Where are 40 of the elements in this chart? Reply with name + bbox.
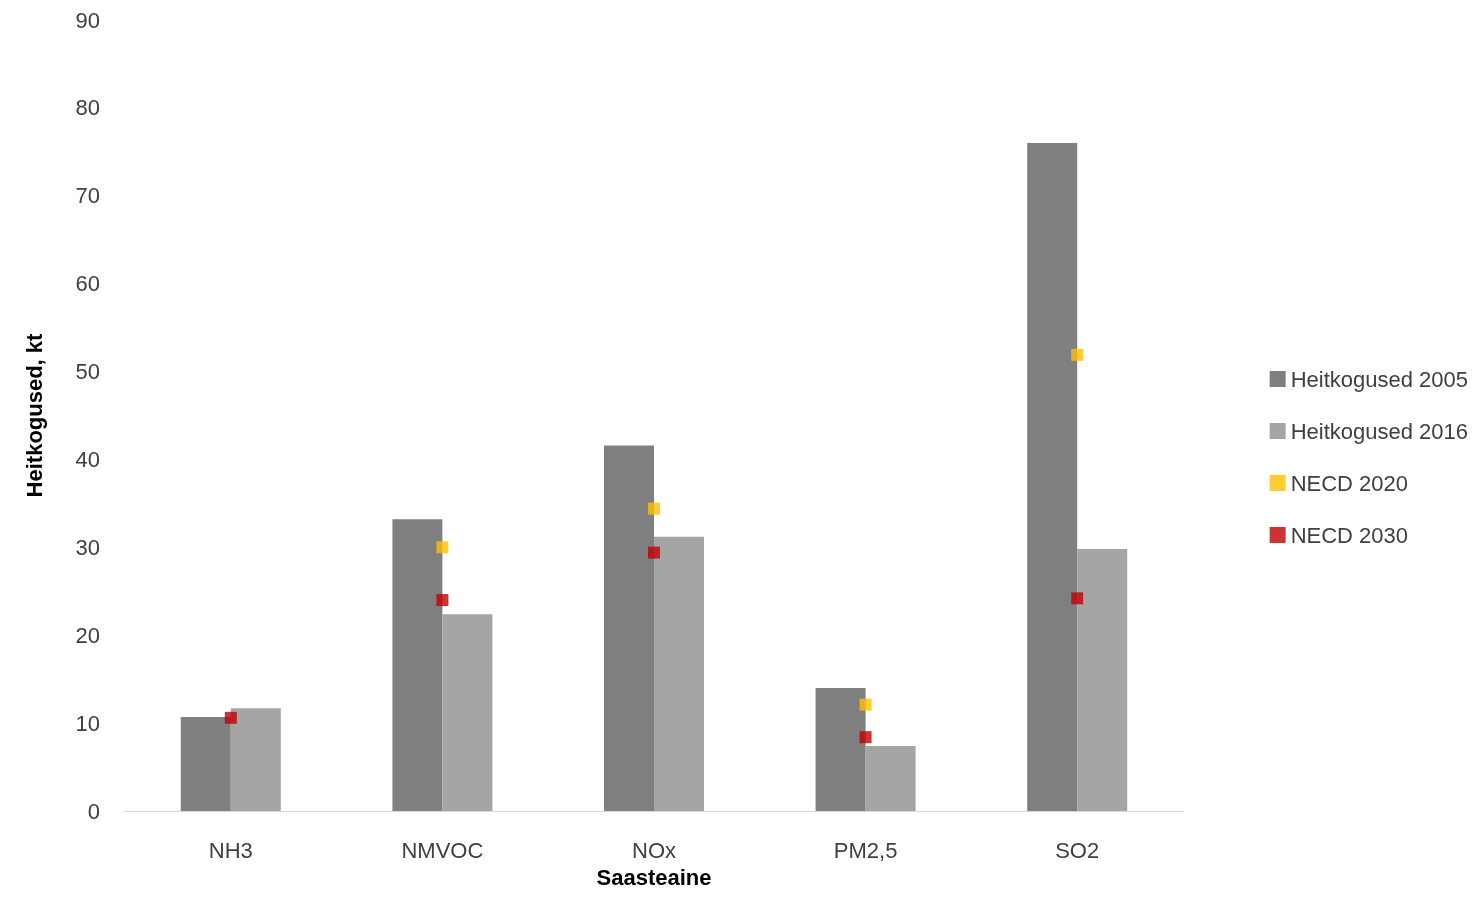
y-tick-label: 50	[75, 359, 100, 385]
point	[436, 541, 449, 554]
bar	[654, 536, 704, 811]
point	[1071, 348, 1084, 361]
x-tick-label: PM2,5	[833, 837, 898, 863]
y-tick-label: 80	[75, 95, 100, 121]
y-axis-title: Heitkogused, kt	[21, 332, 47, 498]
point	[859, 731, 872, 744]
bar	[604, 445, 654, 811]
x-tick-label: NH3	[208, 837, 253, 863]
point	[859, 698, 872, 711]
bar	[1027, 143, 1078, 811]
point	[648, 502, 660, 515]
bar	[1077, 549, 1128, 811]
legend-label: NECD 2030	[1290, 522, 1409, 548]
y-tick-label: 40	[75, 446, 100, 472]
x-tick-label: SO2	[1055, 837, 1100, 863]
bar	[180, 716, 231, 811]
bar	[815, 687, 866, 811]
point	[224, 711, 237, 724]
point	[1071, 592, 1084, 605]
bar	[392, 519, 443, 811]
x-tick-label: NMVOC	[401, 837, 484, 863]
y-tick-label: 70	[75, 183, 100, 209]
point	[648, 546, 660, 559]
y-tick-label: 10	[75, 710, 100, 736]
bar	[865, 745, 916, 811]
point	[436, 594, 449, 607]
y-tick-label: 60	[75, 271, 100, 297]
x-tick-label: NOx	[632, 837, 676, 863]
y-tick-label: 0	[87, 798, 100, 824]
bar	[442, 614, 493, 811]
x-axis-title: Saasteaine	[596, 864, 712, 890]
y-tick-label: 20	[75, 622, 100, 648]
bar	[230, 708, 281, 811]
legend-label: Heitkogused 2005	[1290, 366, 1469, 392]
y-tick-label: 30	[75, 534, 100, 560]
legend-label: NECD 2020	[1290, 470, 1409, 496]
y-tick-label: 90	[75, 7, 100, 33]
legend-label: Heitkogused 2016	[1290, 418, 1469, 444]
